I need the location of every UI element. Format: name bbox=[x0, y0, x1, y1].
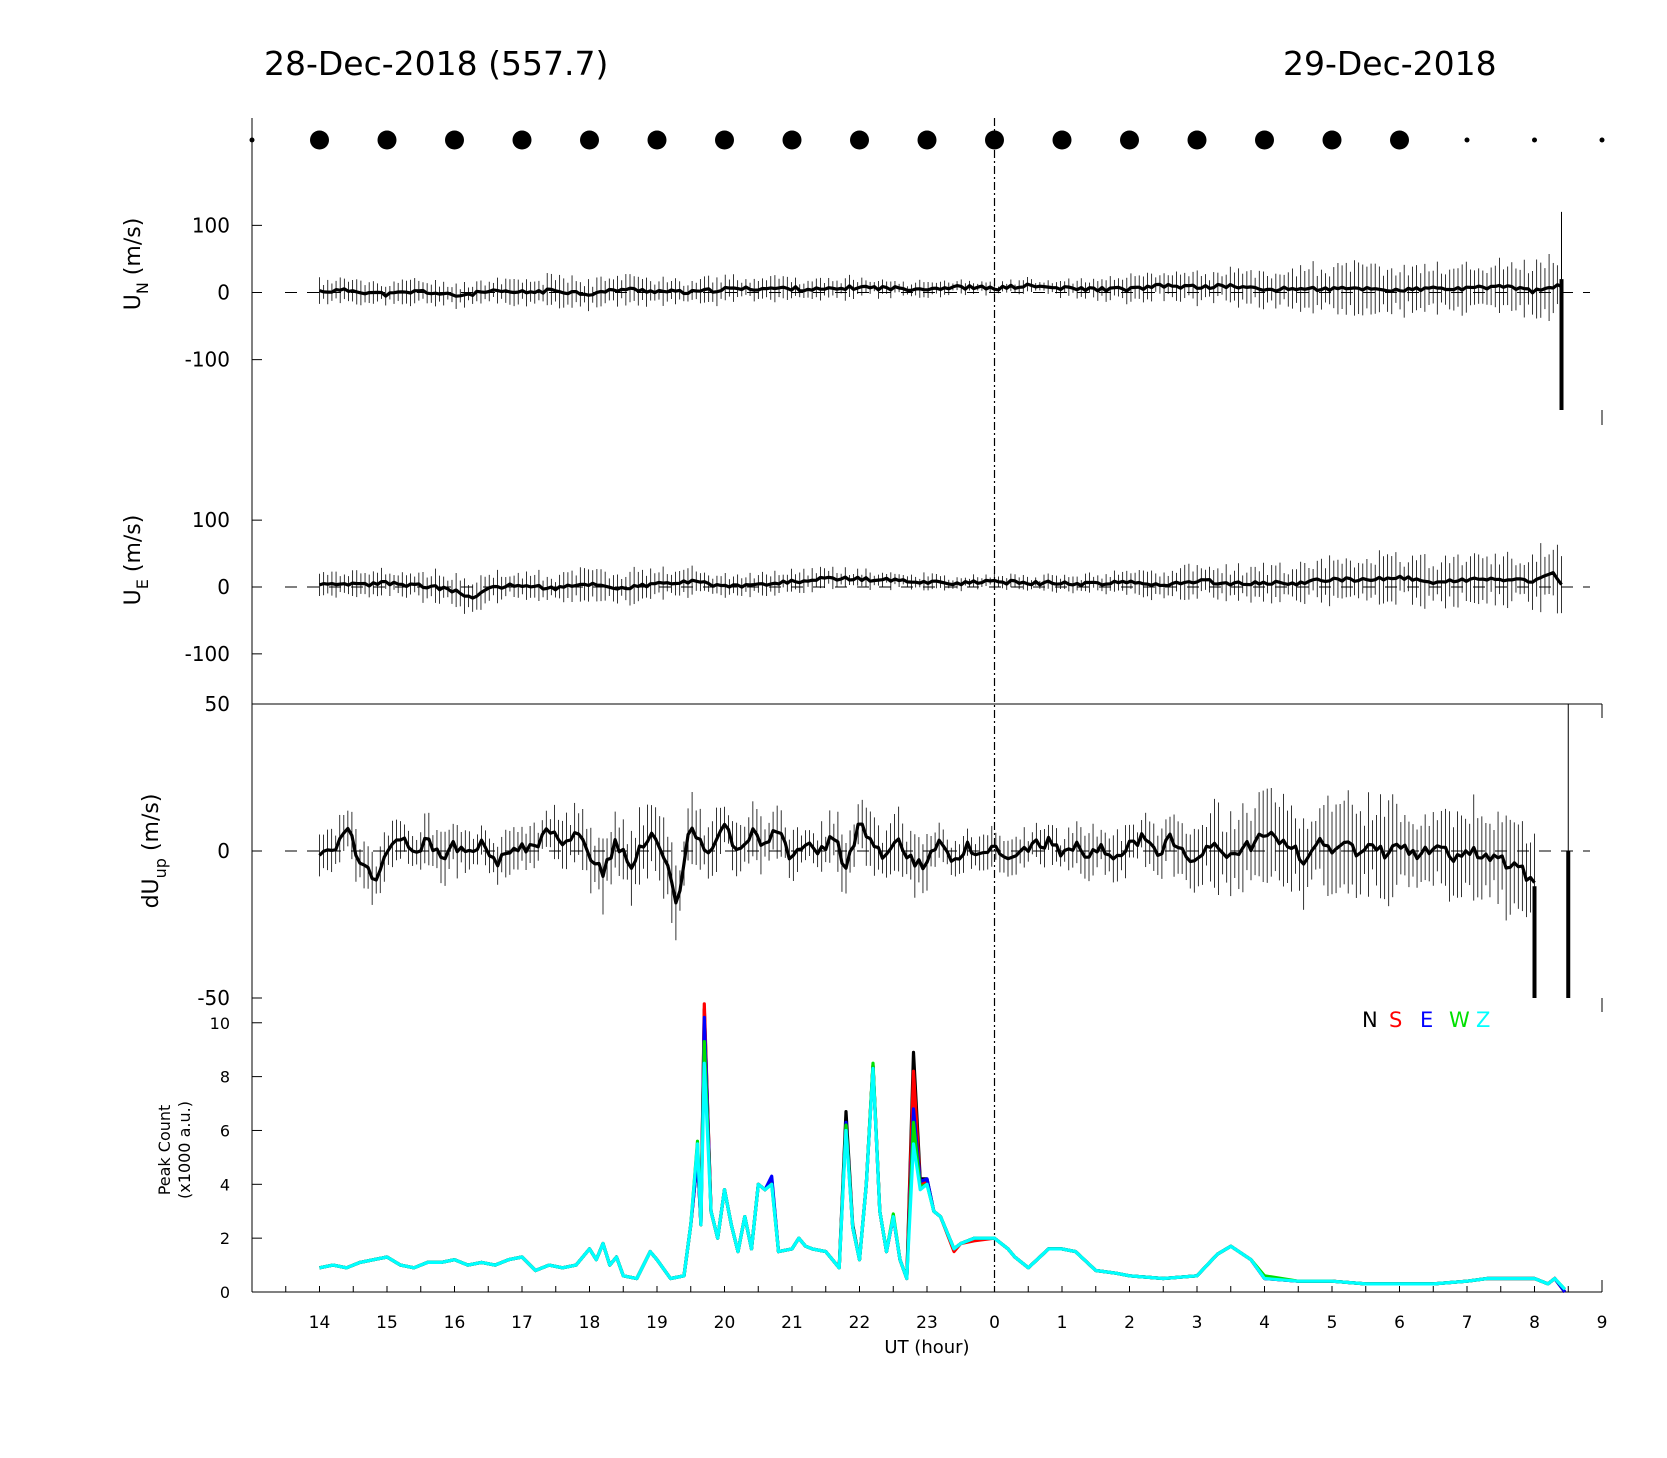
sky-condition-dot bbox=[647, 130, 667, 150]
ue-wind-line bbox=[319, 570, 1563, 600]
un-wind-line bbox=[319, 282, 1563, 298]
peak-series-line-N bbox=[319, 1007, 1567, 1293]
legend-entry-Z: Z bbox=[1476, 1008, 1490, 1032]
y-tick-label: 8 bbox=[220, 1068, 230, 1087]
y-tick-label: 0 bbox=[217, 839, 230, 863]
x-tick-label: 3 bbox=[1192, 1313, 1203, 1333]
y-tick-label: 0 bbox=[217, 281, 230, 305]
y-tick-label: 4 bbox=[220, 1175, 230, 1194]
sky-condition-dot bbox=[1532, 137, 1537, 143]
x-tick-label: 6 bbox=[1394, 1313, 1405, 1333]
y-tick-label: 10 bbox=[210, 1014, 230, 1033]
peak-series-line-Z bbox=[319, 1061, 1567, 1291]
sky-condition-dot bbox=[850, 130, 869, 150]
x-axis-label: UT (hour) bbox=[884, 1337, 969, 1358]
x-tick-label: 23 bbox=[916, 1313, 938, 1333]
x-tick-label: 7 bbox=[1462, 1313, 1473, 1333]
sky-condition-dot bbox=[782, 130, 802, 150]
sky-condition-dot bbox=[377, 130, 397, 150]
peak-y-axis-label-line: (x1000 a.u.) bbox=[175, 1101, 194, 1199]
y-tick-label: -50 bbox=[197, 986, 230, 1010]
left-date-title: 28-Dec-2018 (557.7) bbox=[264, 44, 609, 83]
x-tick-label: 4 bbox=[1259, 1313, 1270, 1333]
sky-condition-dot bbox=[1390, 130, 1409, 150]
x-tick-label: 16 bbox=[444, 1313, 466, 1333]
x-tick-label: 19 bbox=[646, 1313, 668, 1333]
peak-y-axis-label: Peak Count (x1000 a.u.) bbox=[155, 1101, 194, 1199]
ue-y-axis-label: UE (m/s) bbox=[121, 515, 152, 606]
sky-condition-dot bbox=[1187, 130, 1207, 150]
x-tick-label: 5 bbox=[1327, 1313, 1338, 1333]
x-tick-label: 22 bbox=[849, 1313, 871, 1333]
dup-wind-line bbox=[318, 822, 1536, 905]
peak-series-line-W bbox=[319, 1039, 1567, 1291]
x-tick-label: 9 bbox=[1597, 1313, 1608, 1333]
x-tick-label: 17 bbox=[511, 1313, 533, 1333]
x-tick-label: 8 bbox=[1529, 1313, 1540, 1333]
x-tick-label: 21 bbox=[781, 1313, 803, 1333]
sky-condition-dot bbox=[1464, 137, 1470, 143]
sky-condition-dot bbox=[310, 130, 329, 150]
right-date-title: 29-Dec-2018 bbox=[1283, 44, 1497, 83]
x-tick-label: 14 bbox=[309, 1313, 331, 1333]
ue-y-axis-label-text: UE (m/s) bbox=[121, 515, 152, 606]
dup-y-axis-label: dUup (m/s) bbox=[139, 794, 170, 909]
y-tick-label: 6 bbox=[220, 1121, 230, 1140]
y-tick-label: 50 bbox=[205, 692, 230, 716]
y-tick-label: 100 bbox=[192, 213, 230, 237]
y-tick-label: 0 bbox=[217, 575, 230, 599]
x-tick-label: 20 bbox=[714, 1313, 736, 1333]
un-y-axis-label: UN (m/s) bbox=[121, 218, 152, 311]
sky-condition-dot bbox=[1255, 130, 1274, 150]
sky-condition-dot bbox=[1052, 130, 1072, 150]
sky-condition-dot bbox=[715, 130, 734, 150]
peak-series-line-S bbox=[319, 1002, 1567, 1293]
x-tick-label: 1 bbox=[1057, 1313, 1068, 1333]
x-tick-label: 2 bbox=[1124, 1313, 1135, 1333]
x-tick-label: 15 bbox=[376, 1313, 398, 1333]
sky-condition-dot bbox=[1599, 137, 1605, 143]
legend-entry-E: E bbox=[1420, 1008, 1433, 1032]
x-tick-label: 0 bbox=[989, 1313, 1000, 1333]
legend-entry-W: W bbox=[1449, 1008, 1470, 1032]
sky-condition-dot bbox=[445, 130, 464, 150]
y-tick-label: 100 bbox=[192, 508, 230, 532]
sky-condition-dot bbox=[580, 130, 599, 150]
sky-condition-dot bbox=[917, 130, 937, 150]
dup-y-axis-label-text: dUup (m/s) bbox=[139, 794, 170, 909]
y-tick-label: -100 bbox=[185, 348, 230, 372]
sky-condition-dot bbox=[1322, 130, 1342, 150]
y-tick-label: 2 bbox=[220, 1229, 230, 1248]
y-tick-label: 0 bbox=[220, 1283, 230, 1302]
sky-condition-dot bbox=[1120, 130, 1139, 150]
peak-y-axis-label-line: Peak Count bbox=[155, 1105, 174, 1196]
un-y-axis-label-text: UN (m/s) bbox=[121, 218, 152, 311]
legend-entry-N: N bbox=[1362, 1008, 1378, 1032]
y-tick-label: -100 bbox=[185, 642, 230, 666]
legend-entry-S: S bbox=[1389, 1008, 1402, 1032]
x-tick-label: 18 bbox=[579, 1313, 601, 1333]
peak-series-line-E bbox=[319, 1015, 1567, 1293]
sky-condition-dot bbox=[512, 130, 532, 150]
